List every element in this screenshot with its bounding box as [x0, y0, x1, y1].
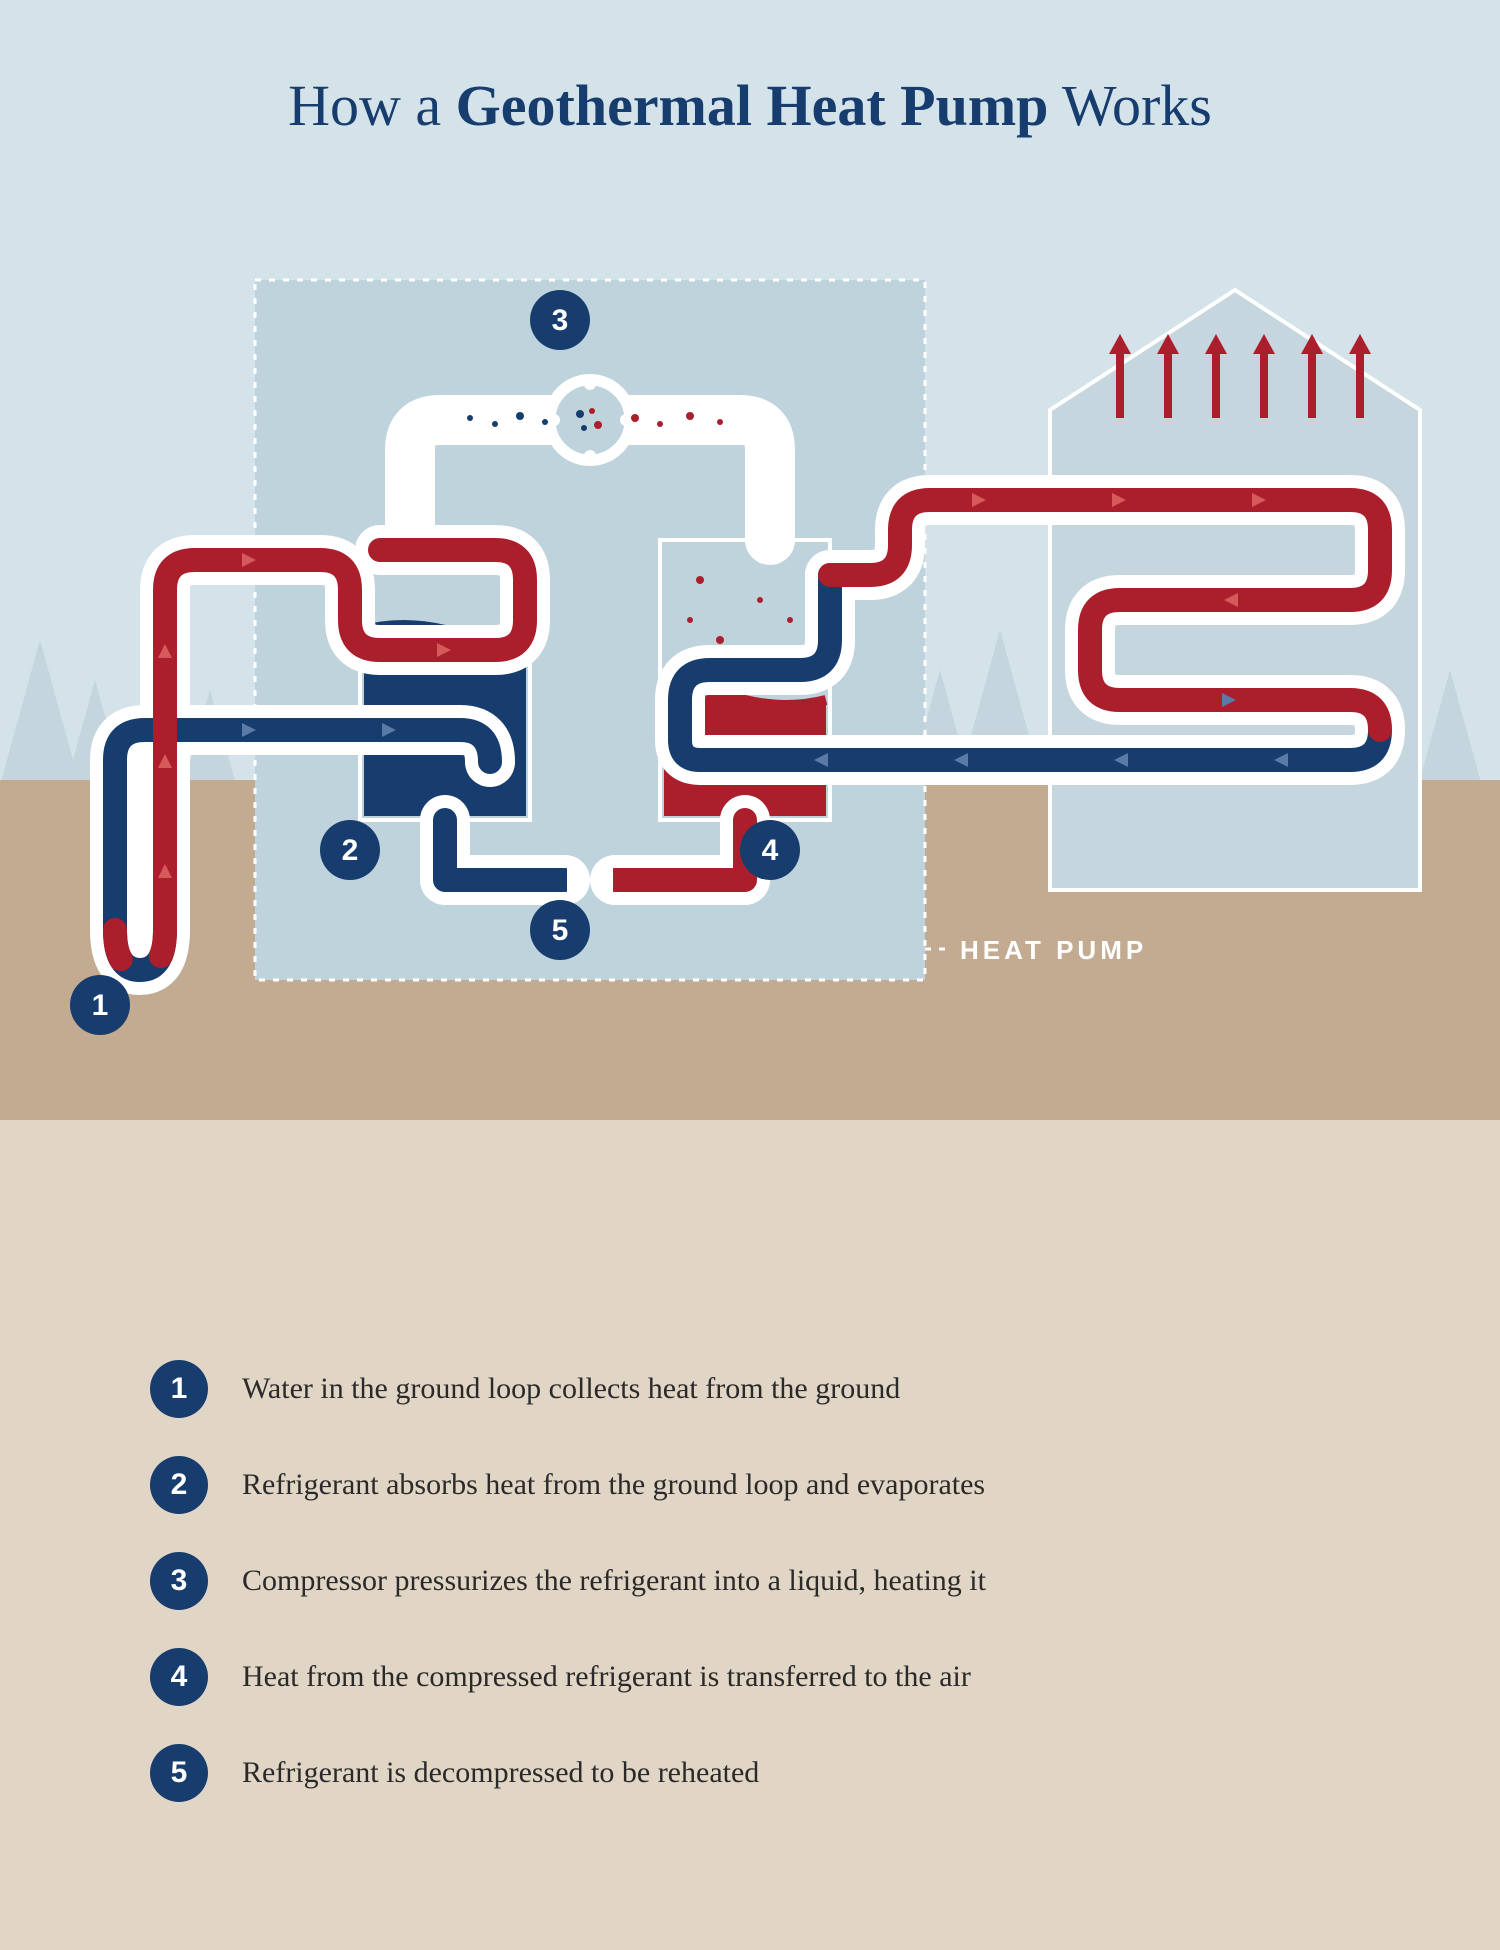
bubble	[696, 576, 704, 584]
legend-text: Refrigerant absorbs heat from the ground…	[242, 1468, 985, 1502]
tree-icon	[1420, 670, 1481, 780]
diagram-badge: 1	[70, 975, 130, 1035]
legend-badge: 3	[150, 1552, 208, 1610]
legend-badge: 5	[150, 1744, 208, 1802]
legend-row: 1 Water in the ground loop collects heat …	[150, 1360, 1350, 1418]
diagram-badge: 2	[320, 820, 380, 880]
legend-row: 2 Refrigerant absorbs heat from the groun…	[150, 1456, 1350, 1514]
legend-text: Compressor pressurizes the refrigerant i…	[242, 1564, 986, 1598]
svg-text:4: 4	[762, 834, 779, 867]
legend-text: Heat from the compressed refrigerant is …	[242, 1660, 971, 1694]
geothermal-infographic: How a Geothermal Heat Pump Works 12345 H…	[0, 0, 1500, 1950]
diagram-svg: 1 2 3 4 5	[0, 0, 1500, 1270]
legend-text: Refrigerant is decompressed to be reheat…	[242, 1756, 759, 1790]
svg-text:3: 3	[552, 304, 569, 337]
bubble	[716, 636, 724, 644]
diagram-badge: 4	[740, 820, 800, 880]
svg-text:1: 1	[92, 989, 109, 1022]
diagram-badge: 3	[530, 290, 590, 350]
legend-area: 1 Water in the ground loop collects heat …	[0, 1270, 1500, 1950]
legend-row: 3 Compressor pressurizes the refrigerant …	[150, 1552, 1350, 1610]
legend-row: 4 Heat from the compressed refrigerant is…	[150, 1648, 1350, 1706]
bubble	[787, 617, 793, 623]
diagram-badge: 5	[530, 900, 590, 960]
legend-badge: 1	[150, 1360, 208, 1418]
legend-row: 5 Refrigerant is decompressed to be rehea…	[150, 1744, 1350, 1802]
svg-text:5: 5	[552, 914, 569, 947]
heat-arrow-head	[1109, 334, 1131, 354]
legend-badge: 2	[150, 1456, 208, 1514]
legend-text: Water in the ground loop collects heat f…	[242, 1372, 900, 1406]
diagram-area: How a Geothermal Heat Pump Works 12345 H…	[0, 0, 1500, 1270]
bubble	[687, 617, 693, 623]
compressor-icon	[554, 384, 626, 456]
legend-badge: 4	[150, 1648, 208, 1706]
tree-icon	[2, 640, 79, 780]
bubble	[757, 597, 763, 603]
heat-arrow-head	[1349, 334, 1371, 354]
svg-text:2: 2	[342, 834, 359, 867]
heat-pump-label: HEAT PUMP	[960, 935, 1147, 966]
